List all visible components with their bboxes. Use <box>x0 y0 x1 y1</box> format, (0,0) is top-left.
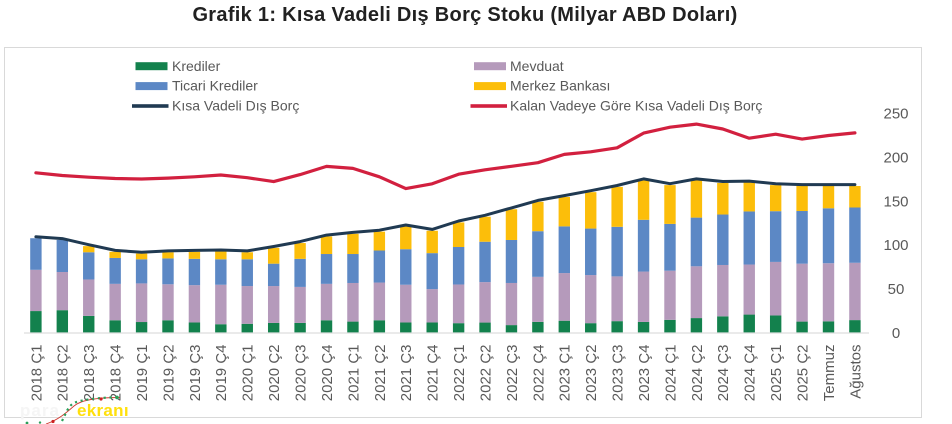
svg-text:2025 Ç2: 2025 Ç2 <box>795 345 812 402</box>
svg-text:2024 Ç2: 2024 Ç2 <box>689 345 706 402</box>
svg-text:para: para <box>20 401 60 420</box>
svg-text:2019 Ç4: 2019 Ç4 <box>213 345 230 402</box>
svg-text:2018 Ç1: 2018 Ç1 <box>28 345 45 402</box>
svg-text:Temmuz: Temmuz <box>821 345 838 402</box>
svg-text:50: 50 <box>888 281 905 298</box>
svg-text:Mevduat: Mevduat <box>510 58 564 74</box>
svg-text:2021 Ç3: 2021 Ç3 <box>398 345 415 402</box>
svg-text:Merkez Bankası: Merkez Bankası <box>510 78 610 94</box>
svg-text:2022 Ç4: 2022 Ç4 <box>530 345 547 402</box>
svg-text:Ağustos: Ağustos <box>847 345 864 399</box>
svg-text:ekranı: ekranı <box>77 401 129 420</box>
svg-text:2018 Ç2: 2018 Ç2 <box>55 345 72 402</box>
svg-text:2023 Ç3: 2023 Ç3 <box>610 345 627 402</box>
svg-text:Ticari Krediler: Ticari Krediler <box>172 78 258 94</box>
svg-text:Kalan Vadeye Göre Kısa Vadeli: Kalan Vadeye Göre Kısa Vadeli Dış Borç <box>510 98 762 114</box>
svg-text:2024 Ç4: 2024 Ç4 <box>742 345 759 402</box>
svg-text:2021 Ç4: 2021 Ç4 <box>425 345 442 402</box>
svg-text:2023 Ç2: 2023 Ç2 <box>583 345 600 402</box>
svg-text:2021 Ç2: 2021 Ç2 <box>372 345 389 402</box>
svg-text:2024 Ç1: 2024 Ç1 <box>662 345 679 402</box>
svg-text:2019 Ç3: 2019 Ç3 <box>187 345 204 402</box>
svg-text:Kısa Vadeli Dış Borç: Kısa Vadeli Dış Borç <box>172 98 299 114</box>
svg-text:2019 Ç2: 2019 Ç2 <box>160 345 177 402</box>
svg-text:2018 Ç4: 2018 Ç4 <box>108 345 125 402</box>
svg-text:250: 250 <box>883 106 908 123</box>
svg-text:2019 Ç1: 2019 Ç1 <box>134 345 151 402</box>
svg-text:0: 0 <box>892 325 900 342</box>
svg-text:2022 Ç2: 2022 Ç2 <box>477 345 494 402</box>
svg-text:2020 Ç3: 2020 Ç3 <box>293 345 310 402</box>
svg-text:2020 Ç1: 2020 Ç1 <box>240 345 257 402</box>
svg-text:200: 200 <box>883 150 908 167</box>
svg-text:Krediler: Krediler <box>172 58 221 74</box>
svg-text:150: 150 <box>883 193 908 210</box>
svg-text:2022 Ç1: 2022 Ç1 <box>451 345 468 402</box>
svg-text:2023 Ç1: 2023 Ç1 <box>557 345 574 402</box>
svg-text:2025 Ç1: 2025 Ç1 <box>768 345 785 402</box>
svg-text:2021 Ç1: 2021 Ç1 <box>345 345 362 402</box>
svg-text:2024 Ç3: 2024 Ç3 <box>715 345 732 402</box>
svg-text:2020 Ç4: 2020 Ç4 <box>319 345 336 402</box>
svg-text:2018 Ç3: 2018 Ç3 <box>81 345 98 402</box>
svg-text:100: 100 <box>883 237 908 254</box>
svg-text:2022 Ç3: 2022 Ç3 <box>504 345 521 402</box>
svg-text:2020 Ç2: 2020 Ç2 <box>266 345 283 402</box>
svg-text:2023 Ç4: 2023 Ç4 <box>636 345 653 402</box>
